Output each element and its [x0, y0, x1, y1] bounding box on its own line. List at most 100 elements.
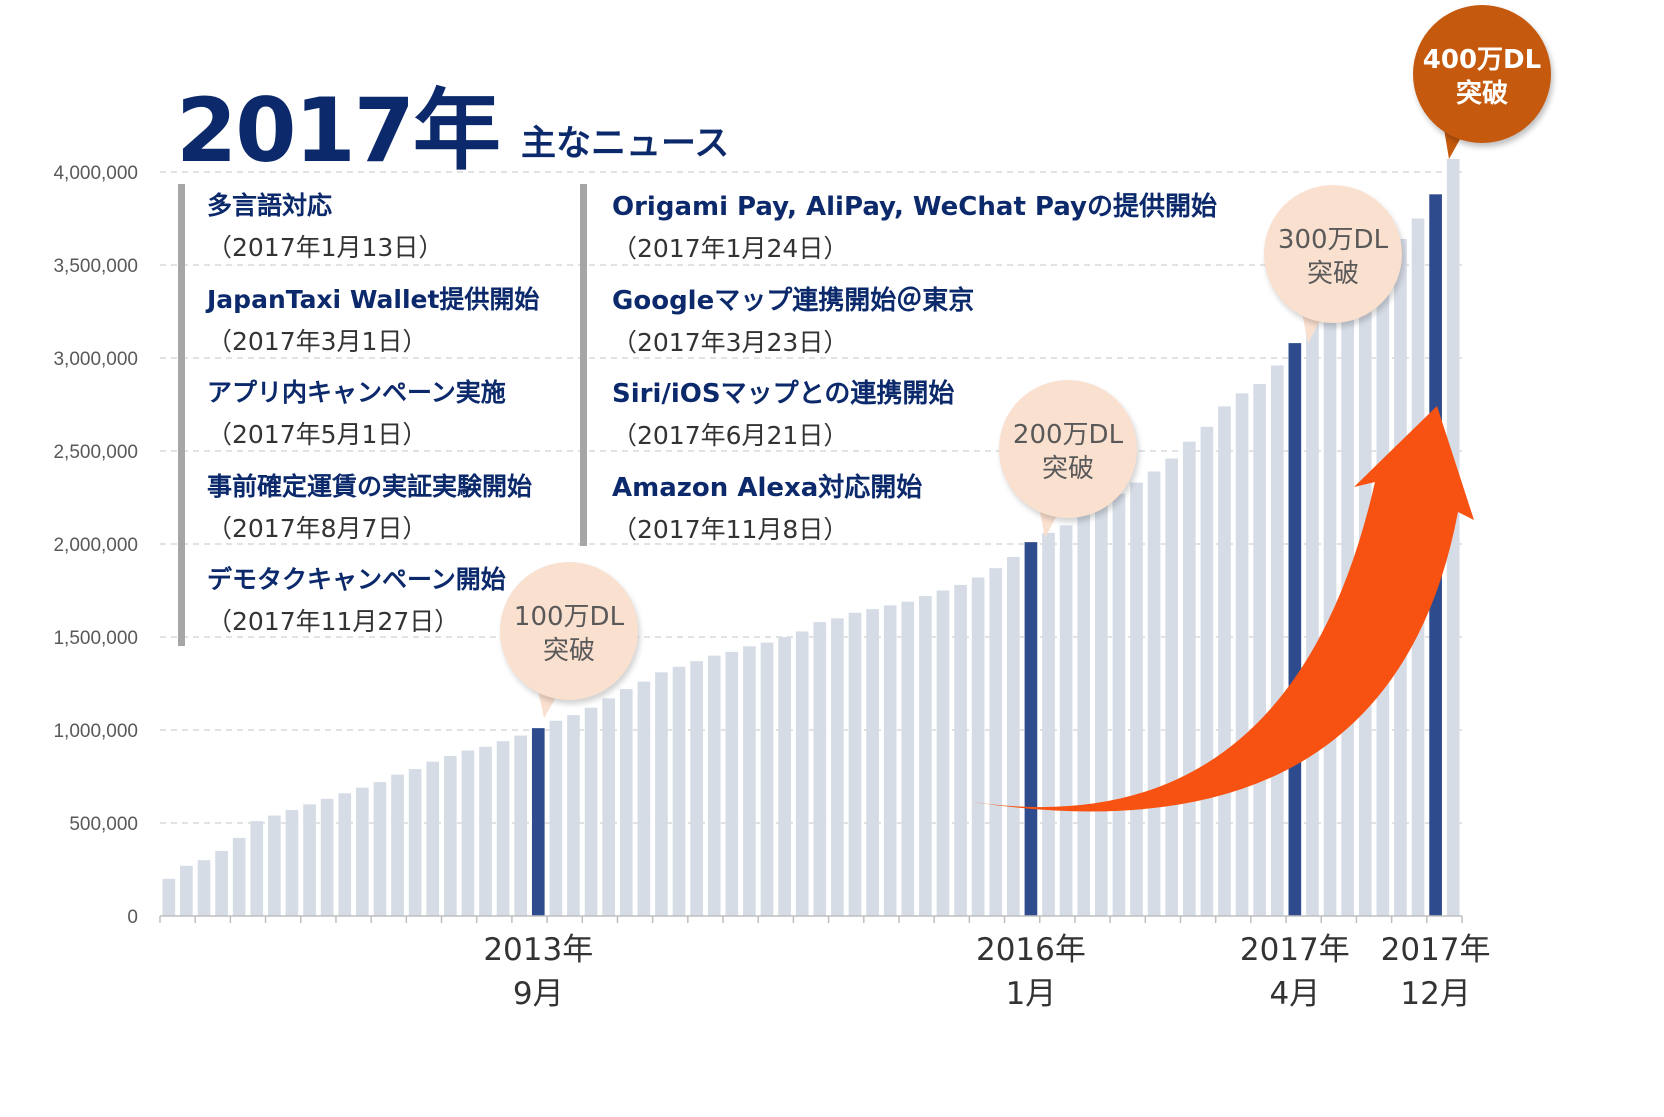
bar [443, 756, 457, 916]
milestone-bubble-1m: 100万DL 突破 [500, 562, 638, 718]
bar [1130, 482, 1143, 916]
news-item: Amazon Alexa対応開始 （2017年11月8日） [612, 467, 922, 546]
news-date: （2017年1月13日） [207, 233, 444, 262]
bar [1077, 510, 1091, 916]
bar [778, 637, 791, 916]
bar [250, 821, 264, 916]
news-date: （2017年3月23日） [612, 328, 849, 357]
bar [1323, 311, 1337, 916]
bar [356, 787, 369, 916]
bubble-line1: 200万DL [1012, 420, 1124, 450]
x-axis [159, 915, 1463, 923]
bar [514, 735, 528, 916]
news-date: （2017年8月7日） [207, 514, 428, 543]
x-label-month: 12月 [1400, 976, 1470, 1012]
bar [936, 590, 950, 916]
bar [989, 568, 1003, 916]
bar [1007, 557, 1020, 916]
news-item: JapanTaxi Wallet提供開始 （2017年3月1日） [207, 280, 539, 358]
news-date: （2017年5月1日） [207, 420, 428, 449]
y-tick-label: 500,000 [69, 814, 138, 835]
bubble-line2: 突破 [1306, 259, 1359, 289]
page-heading: 2017年 主なニュース [176, 60, 729, 187]
bar [232, 837, 246, 916]
bar [408, 769, 422, 916]
bar [690, 661, 703, 916]
news-item: デモタクキャンペーン開始 （2017年11月27日） [207, 560, 506, 638]
news-item: 多言語対応 （2017年1月13日） [207, 186, 443, 264]
bar [637, 681, 651, 916]
bar [1446, 158, 1460, 917]
bar [479, 746, 492, 916]
bar [760, 642, 774, 916]
x-label-month: 1月 [1006, 976, 1057, 1012]
left-news-divider [178, 184, 185, 646]
news-item: 事前確定運賃の実証実験開始 （2017年8月7日） [207, 467, 532, 545]
bar [426, 761, 440, 916]
bubble-circle [1413, 5, 1551, 143]
bar [866, 609, 879, 916]
news-title: Amazon Alexa対応開始 [612, 473, 923, 503]
milestone-bar [531, 728, 545, 916]
bar [725, 651, 739, 916]
x-label-year: 2017年 [1381, 932, 1491, 968]
bar [919, 596, 932, 916]
y-tick-label: 2,000,000 [53, 535, 138, 556]
y-tick-label: 4,000,000 [53, 163, 138, 184]
bar [338, 793, 352, 916]
bar [584, 707, 598, 916]
y-tick-label: 3,000,000 [53, 349, 138, 370]
bar [1094, 503, 1108, 916]
milestone-bubble-4m: 400万DL 突破 [1413, 5, 1551, 159]
growth-arrow [960, 406, 1474, 812]
right-news-divider [580, 184, 587, 546]
news-item: Origami Pay, AliPay, WeChat Payの提供開始 （20… [612, 186, 1217, 265]
bar [1042, 532, 1055, 916]
y-tick-label: 1,000,000 [53, 721, 138, 742]
news-title: Googleマップ連携開始＠東京 [612, 286, 975, 316]
y-tick-label: 2,500,000 [53, 442, 138, 463]
bar [1059, 525, 1073, 916]
bubble-line2: 突破 [1455, 79, 1508, 109]
bar [180, 865, 193, 916]
bar [215, 850, 228, 916]
bubble-line1: 300万DL [1277, 225, 1389, 255]
bar [672, 666, 686, 916]
news-title: Siri/iOSマップとの連携開始 [612, 379, 955, 409]
bubble-line2: 突破 [542, 636, 595, 666]
x-label-month: 4月 [1269, 976, 1320, 1012]
bar [567, 715, 580, 916]
x-label-year: 2017年 [1240, 932, 1350, 968]
bar [1112, 493, 1126, 916]
bar [268, 815, 281, 916]
milestone-bubble-2m: 200万DL 突破 [999, 380, 1137, 538]
heading-year: 2017年 [176, 79, 501, 182]
heading-subtitle: 主なニュース [520, 124, 730, 164]
news-item: Siri/iOSマップとの連携開始 （2017年6月21日） [612, 373, 954, 452]
gridlines [160, 171, 1462, 824]
news-title: アプリ内キャンペーン実施 [207, 378, 506, 407]
bar [162, 878, 176, 916]
x-axis-labels: 2013年 9月 2016年 1月 2017年 4月 2017年 12月 [483, 932, 1490, 1012]
news-title: 事前確定運賃の実証実験開始 [207, 472, 533, 501]
news-date: （2017年11月8日） [612, 515, 849, 544]
news-date: （2017年6月21日） [612, 421, 849, 450]
bar [655, 672, 668, 916]
bubble-line1: 400万DL [1422, 45, 1542, 75]
y-tick-label: 0 [127, 907, 138, 928]
bubble-line2: 突破 [1041, 454, 1094, 484]
bar [831, 618, 844, 916]
growth-arrow-shape [960, 406, 1474, 812]
bar [373, 782, 387, 916]
bar [795, 631, 809, 916]
bar [848, 612, 862, 916]
news-item: アプリ内キャンペーン実施 （2017年5月1日） [207, 373, 506, 451]
bubble-circle [1264, 185, 1402, 323]
news-title: JapanTaxi Wallet提供開始 [207, 285, 540, 314]
y-tick-label: 1,500,000 [53, 628, 138, 649]
bar [813, 622, 827, 916]
bar [549, 720, 563, 916]
bar [391, 774, 404, 916]
bar [707, 655, 721, 916]
